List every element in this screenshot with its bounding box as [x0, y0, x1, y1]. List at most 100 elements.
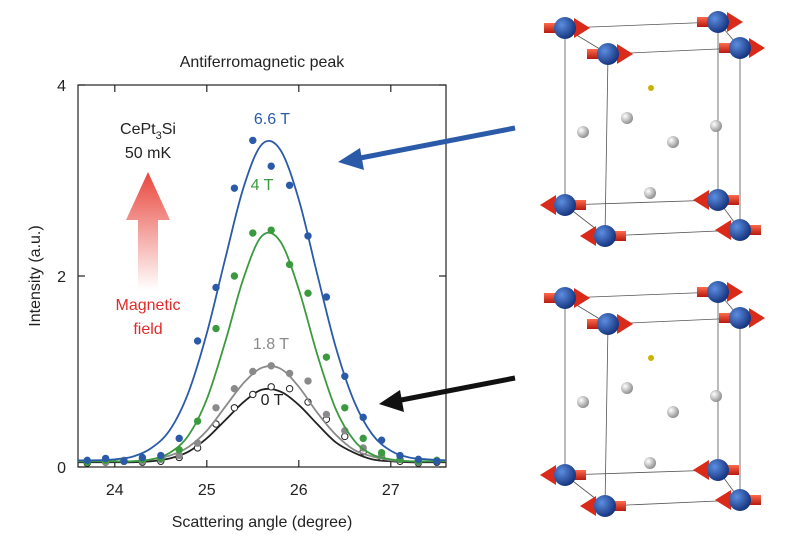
data-point [433, 457, 441, 465]
x-tick-label: 26 [290, 482, 308, 499]
x-axis-label: Scattering angle (degree) [172, 514, 353, 531]
data-point [285, 260, 294, 269]
si-atom [648, 85, 654, 91]
data-point [249, 136, 257, 145]
data-point [175, 446, 183, 454]
data-point [377, 448, 386, 457]
pt-atom [621, 382, 633, 394]
ce-atom [707, 11, 729, 33]
ce-atom [554, 17, 576, 39]
field-label: field [133, 321, 162, 338]
data-point [359, 434, 367, 443]
spin-arrow-head [715, 220, 731, 240]
data-point [138, 453, 147, 462]
formula-tail: Si [162, 121, 176, 138]
pointer-arrow-head [379, 390, 404, 412]
y-tick-label: 0 [57, 460, 66, 477]
pt-atom [667, 136, 679, 148]
spin-arrow-head [727, 282, 743, 302]
data-point [285, 369, 294, 378]
x-tick-label: 24 [106, 482, 124, 499]
data-point [304, 377, 312, 385]
data-point [212, 324, 220, 333]
data-point [83, 456, 91, 465]
pt-atom [710, 120, 722, 132]
spin-arrow-head [749, 308, 765, 328]
data-point [341, 372, 349, 380]
spin-arrow-head [727, 12, 743, 32]
spin-arrow-head [749, 38, 765, 58]
pt-atom [577, 126, 589, 138]
spin-arrow-head [540, 195, 556, 215]
data-point [193, 337, 202, 345]
data-point [322, 353, 331, 361]
ce-atom [729, 37, 751, 59]
cell-edge [564, 469, 719, 476]
data-point [304, 289, 312, 297]
field-label: Magnetic [116, 297, 181, 314]
ce-atom [554, 287, 576, 309]
data-point [212, 283, 220, 292]
cell-edge [564, 291, 719, 299]
data-point [230, 272, 239, 280]
data-point [175, 434, 183, 443]
ce-atom [597, 43, 619, 65]
fit-curve [78, 387, 446, 464]
temperature: 50 mK [125, 145, 172, 162]
pt-atom [577, 396, 589, 408]
pt-atom [710, 390, 722, 402]
pointer-arrow [354, 125, 516, 162]
fit-curve [78, 365, 446, 463]
data-point [249, 367, 257, 376]
cell-edge [564, 21, 719, 29]
data-point [193, 439, 202, 447]
data-point [267, 383, 275, 391]
data-point [101, 454, 110, 463]
pt-atom [644, 187, 656, 199]
y-axis-label: Intensity (a.u.) [27, 225, 44, 326]
series-label: 1.8 T [253, 336, 289, 353]
pt-atom [621, 112, 633, 124]
cell-edge [604, 53, 609, 237]
ce-atom [707, 281, 729, 303]
data-point [359, 413, 367, 422]
data-point [230, 404, 239, 412]
y-tick-label: 2 [57, 269, 66, 286]
data-point [285, 181, 294, 189]
pointer-arrow [395, 375, 516, 404]
spin-arrow-head [693, 190, 709, 210]
data-point [230, 384, 239, 393]
cell-edge [564, 199, 719, 206]
data-point [249, 390, 257, 399]
spin-arrow-head [617, 44, 633, 64]
data-point [285, 384, 294, 393]
data-point [341, 404, 349, 412]
spin-arrow-head [617, 314, 633, 334]
spin-arrow-head [580, 496, 596, 516]
data-point [230, 184, 239, 192]
ce-atom [707, 189, 729, 211]
ce-atom [594, 225, 616, 247]
data-point [249, 229, 257, 237]
spin-arrow-head [693, 460, 709, 480]
formula-sub: 3 [156, 130, 162, 142]
data-point [157, 451, 165, 460]
ce-atom [554, 194, 576, 216]
spin-arrow-head [715, 490, 731, 510]
cell-edge [604, 323, 609, 507]
series-label: 4 T [251, 177, 274, 194]
ce-atom [597, 313, 619, 335]
pointer-arrow-head [338, 148, 364, 170]
ce-atom [729, 307, 751, 329]
data-point [377, 436, 386, 444]
data-point [212, 404, 220, 412]
spin-arrow-head [580, 226, 596, 246]
spin-arrow-head [574, 18, 590, 38]
data-point [414, 455, 423, 464]
x-tick-label: 27 [382, 482, 400, 499]
spin-arrow-head [574, 288, 590, 308]
ce-atom [729, 489, 751, 511]
data-point [304, 232, 312, 240]
plot-frame [77, 84, 447, 468]
